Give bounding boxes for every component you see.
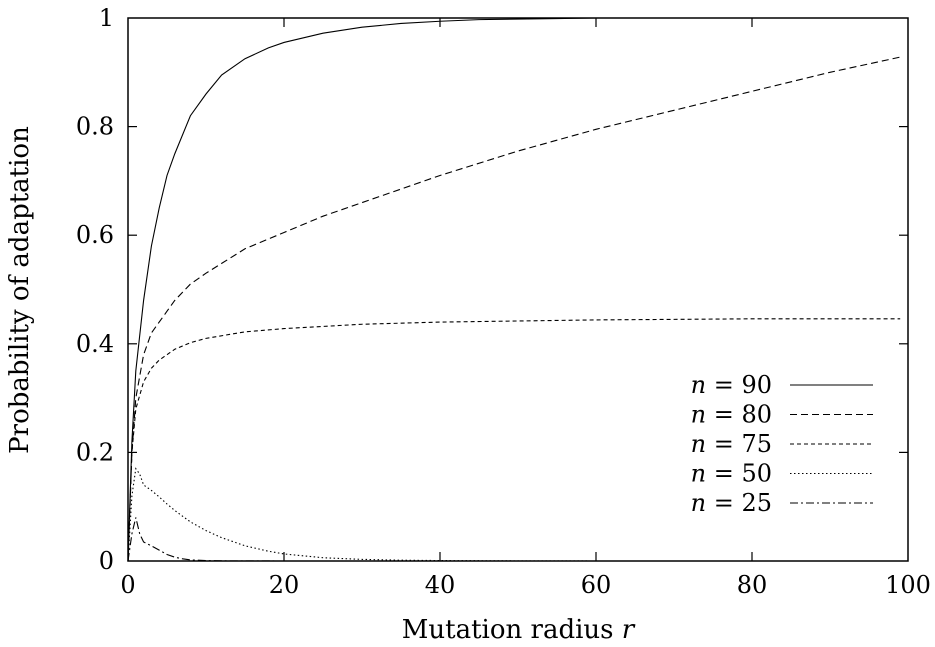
series-line-1 <box>127 17 901 562</box>
series-line-3 <box>127 318 901 562</box>
x-tick-label: 100 <box>885 571 931 599</box>
series-line-2 <box>127 56 901 562</box>
x-tick-label: 80 <box>737 571 768 599</box>
y-tick-label: 1 <box>99 4 114 32</box>
x-tick-label: 20 <box>269 571 300 599</box>
y-tick-label: 0.8 <box>76 113 114 141</box>
legend-label: n = 75 <box>691 430 772 458</box>
legend-label: n = 90 <box>691 371 772 399</box>
legend: n = 90n = 80n = 75n = 50n = 25 <box>691 371 873 517</box>
x-tick-label: 40 <box>425 571 456 599</box>
x-tick-label: 60 <box>581 571 612 599</box>
legend-label: n = 50 <box>691 460 772 488</box>
x-tick-label: 0 <box>120 571 135 599</box>
legend-label: n = 25 <box>691 489 772 517</box>
series-layer <box>127 17 901 562</box>
y-axis-title: Probability of adaptation <box>5 126 35 454</box>
y-tick-label: 0.6 <box>76 221 114 249</box>
y-axis-ticks: 0 0.2 0.4 0.6 0.8 1 <box>76 4 908 575</box>
legend-label: n = 80 <box>691 401 772 429</box>
y-tick-label: 0 <box>99 547 114 575</box>
y-tick-label: 0.2 <box>76 438 114 466</box>
x-axis-title: Mutation radius r <box>402 615 636 645</box>
series-line-5 <box>127 517 901 562</box>
x-axis-ticks: 0 20 40 60 80 100 <box>120 18 931 599</box>
y-tick-label: 0.4 <box>76 330 114 358</box>
